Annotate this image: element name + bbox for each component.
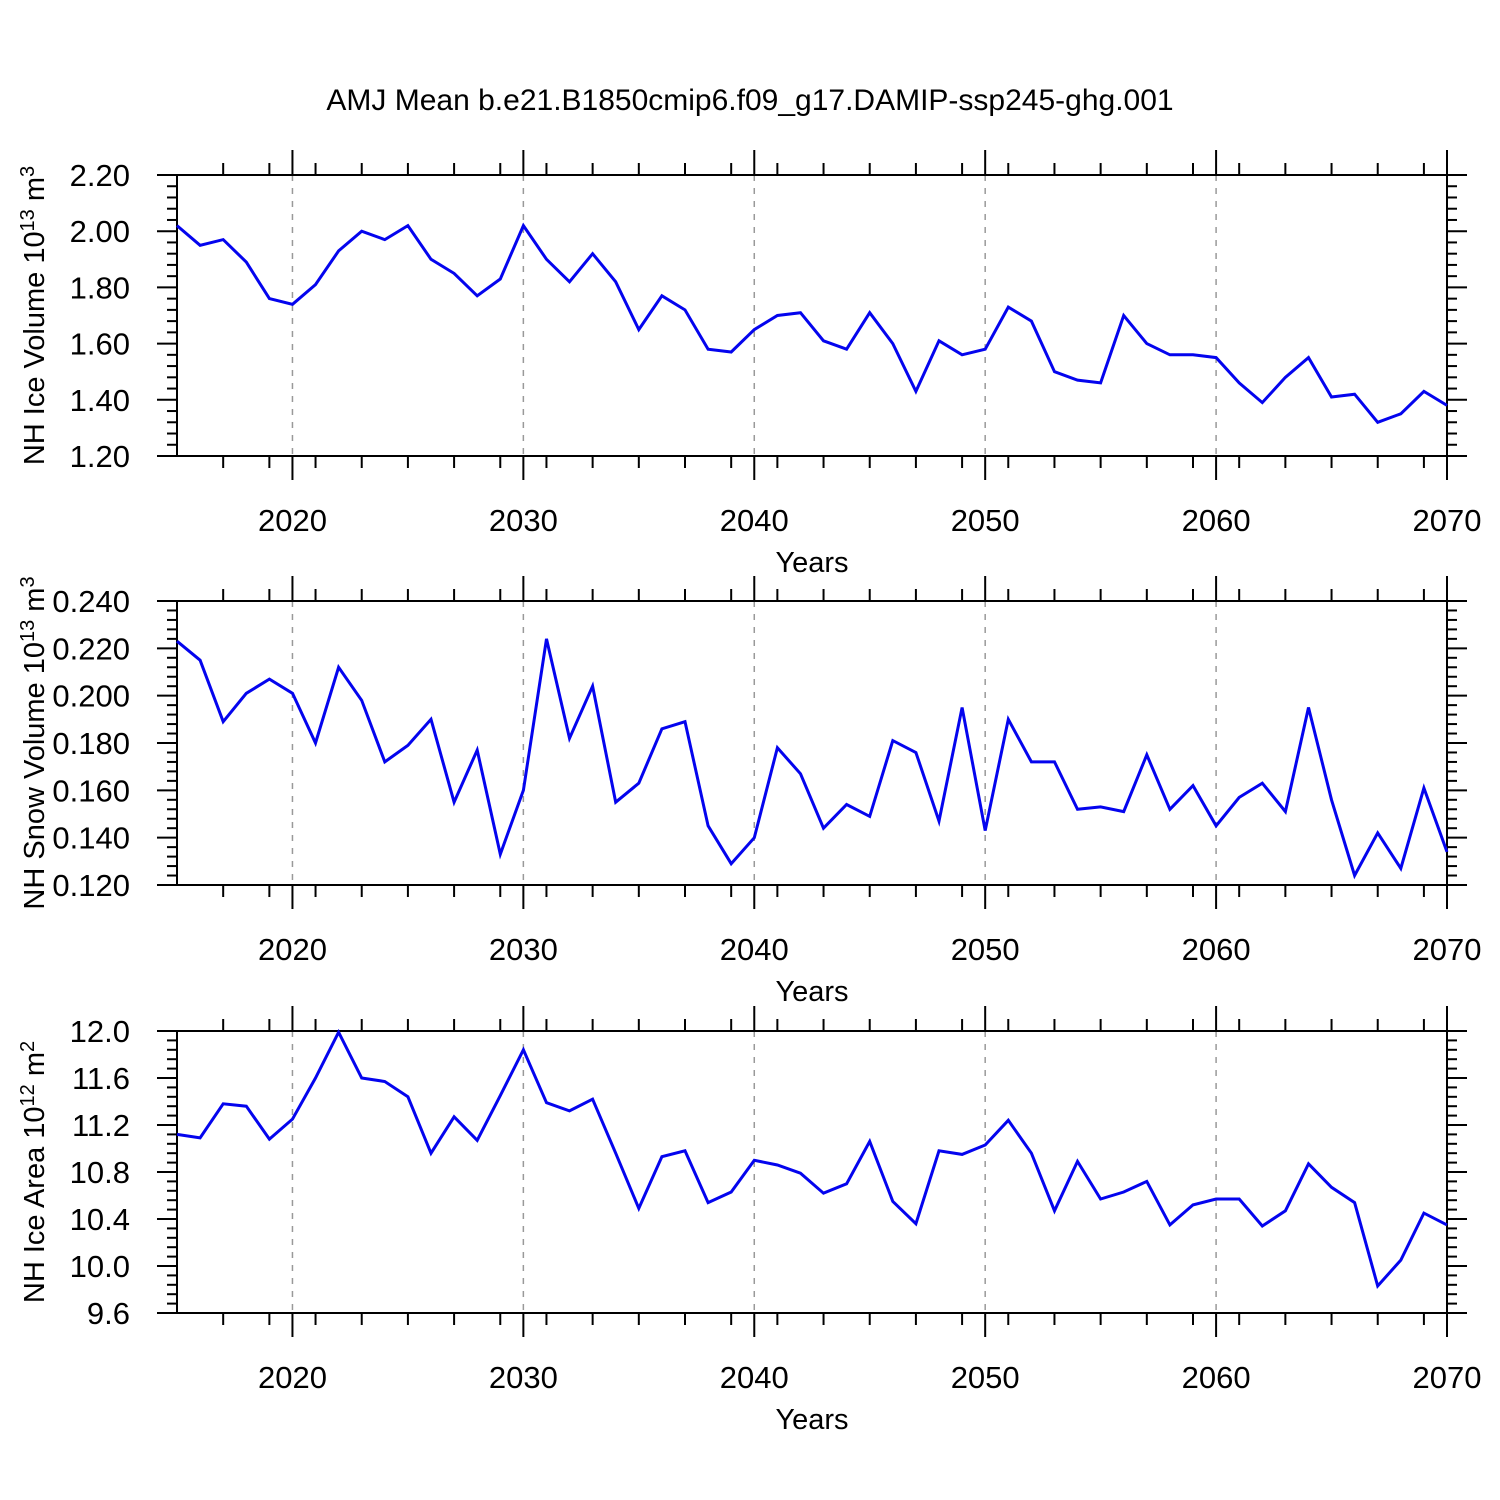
y-tick-label: 1.60 [70,327,130,362]
y-tick-label: 0.160 [52,773,130,808]
x-tick-label: 2050 [951,932,1020,967]
x-tick-label: 2050 [951,503,1020,538]
x-tick-label: 2020 [258,932,327,967]
x-tick-label: 2040 [720,503,789,538]
x-tick-label: 2030 [489,932,558,967]
chart-title: AMJ Mean b.e21.B1850cmip6.f09_g17.DAMIP-… [326,84,1174,117]
axis-ticks [157,576,1467,909]
data-line-nh-snow-volume [176,638,1449,880]
y-tick-label: 1.20 [70,439,130,474]
x-tick-label: 2050 [951,1360,1020,1395]
x-tick-label: 2030 [489,503,558,538]
axis-frame [176,1030,1448,1314]
y-tick-label: 11.6 [72,1061,130,1096]
x-axis-title: Years [775,976,848,1008]
panel-nh-ice-volume: 2.20 2.00 1.80 1.60 1.40 1.20 2020 2030 2040 2050… [17,150,1481,579]
y-tick-label: 0.140 [52,821,130,856]
gridlines [291,175,1217,456]
x-tick-label: 2060 [1182,932,1251,967]
y-tick-label: 1.80 [70,270,130,305]
axis-ticks [157,1006,1467,1337]
axis-frame [176,174,1448,457]
y-axis-title: NH Snow Volume 1013 m3 [17,576,51,909]
y-tick-label: 2.20 [70,158,130,193]
x-tick-label: 2020 [258,503,327,538]
y-tick-label: 0.180 [52,726,130,761]
x-tick-label: 2060 [1182,503,1251,538]
panel-nh-ice-area: 12.0 11.6 11.2 10.8 10.4 10.0 9.6 2020 2030 2040 2… [17,1006,1481,1436]
x-axis-title: Years [775,547,848,579]
y-tick-label: 0.220 [52,631,130,666]
gridlines [291,1031,1217,1313]
y-tick-label: 2.00 [70,214,130,249]
y-tick-label: 10.8 [70,1155,130,1190]
y-axis-title: NH Ice Area 1012 m2 [17,1041,51,1303]
x-tick-label: 2060 [1182,1360,1251,1395]
x-tick-label: 2070 [1413,503,1482,538]
y-tick-label: 0.200 [52,679,130,714]
data-line-nh-ice-area [176,1028,1448,1290]
y-tick-label: 9.6 [87,1296,130,1331]
x-tick-label: 2030 [489,1360,558,1395]
y-tick-label: 11.2 [72,1108,130,1143]
y-tick-label: 10.0 [70,1249,130,1284]
y-tick-label: 0.240 [52,584,130,619]
y-tick-label: 10.4 [70,1202,130,1237]
axis-frame [176,600,1448,886]
x-tick-label: 2020 [258,1360,327,1395]
y-axis-title: NH Ice Volume 1013 m3 [17,166,51,465]
x-tick-label: 2040 [720,1360,789,1395]
y-tick-label: 1.40 [70,383,130,418]
x-tick-label: 2070 [1413,1360,1482,1395]
x-axis-title: Years [775,1404,848,1436]
gridlines [291,601,1217,885]
y-tick-label: 12.0 [70,1014,130,1049]
x-tick-label: 2070 [1413,932,1482,967]
y-tick-label: 0.120 [52,868,130,903]
data-line-nh-ice-volume [176,222,1448,425]
axis-ticks [157,150,1467,480]
x-tick-label: 2040 [720,932,789,967]
panel-nh-snow-volume: 0.240 0.220 0.200 0.180 0.160 0.140 0.120 2020 2… [17,576,1481,1008]
